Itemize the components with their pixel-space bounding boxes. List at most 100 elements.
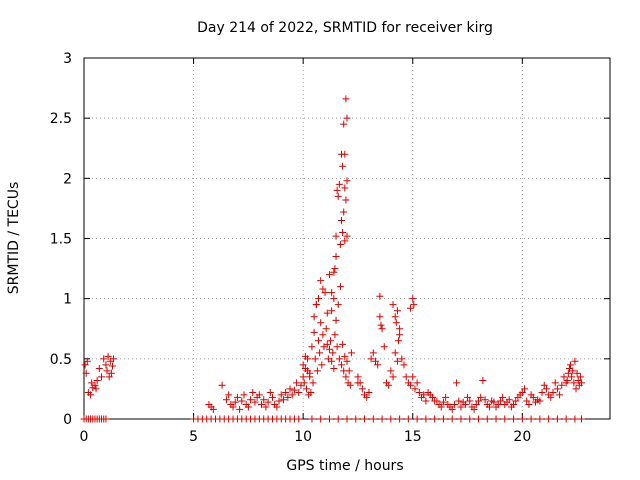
data-point [335,180,343,188]
data-point [317,415,325,423]
data-point [387,415,395,423]
data-point [341,352,349,360]
data-point [311,355,319,363]
data-point [307,389,315,397]
data-point [218,381,226,389]
data-point [512,397,520,405]
data-point [391,313,399,321]
data-point [343,232,351,240]
data-point [329,349,337,357]
data-point [338,361,346,369]
grid [84,58,610,419]
y-tick-label: 2 [63,171,72,187]
data-point [338,216,346,224]
data-point [518,389,526,397]
data-point [385,381,393,389]
data-point [328,307,336,315]
data-point [483,415,491,423]
data-point [102,415,110,423]
data-point [413,415,421,423]
data-point [104,352,112,360]
data-point [299,361,307,369]
data-point [334,301,342,309]
data-point [396,415,404,423]
data-point [499,393,507,401]
y-tick-label: 1 [63,292,72,308]
data-point [576,373,584,381]
data-point [107,369,115,377]
data-point [410,301,418,309]
data-point [310,313,318,321]
data-point [536,397,544,405]
data-point [300,379,308,387]
data-point [286,385,294,393]
data-point [262,403,270,411]
data-point [293,379,301,387]
data-point [428,393,436,401]
data-series-srmtid [80,95,586,423]
data-point [547,393,555,401]
data-point [391,349,399,357]
data-point [332,316,340,324]
data-point [325,415,333,423]
data-point [343,415,351,423]
data-point [273,403,281,411]
data-point [542,385,550,393]
data-point [275,397,283,405]
data-point [529,393,537,401]
data-point [81,361,89,369]
data-point [437,403,445,411]
data-point [553,415,561,423]
data-point [282,389,290,397]
data-point [389,301,397,309]
data-point [501,415,509,423]
data-point [402,373,410,381]
data-point [331,331,339,339]
data-point [578,379,586,387]
data-point [240,391,248,399]
data-point [505,396,513,404]
data-point [255,391,263,399]
data-point [551,379,559,387]
data-point [339,162,347,170]
data-point [439,398,447,406]
data-point [327,337,335,345]
data-point [439,415,447,423]
data-point [225,391,233,399]
data-point [422,415,430,423]
data-point [521,385,529,393]
data-point [367,355,375,363]
data-point [244,403,252,411]
data-point [470,405,478,413]
y-tick-label: 3 [63,51,72,67]
data-point [279,396,287,404]
data-point [334,192,342,200]
data-point [87,391,95,399]
data-point [236,405,244,413]
chart-title: Day 214 of 2022, SRMTID for receiver kir… [197,20,493,36]
data-point [325,271,333,279]
data-point [310,328,318,336]
data-point [340,208,348,216]
data-point [347,349,355,357]
data-point [377,321,385,329]
data-point [319,331,327,339]
data-point [249,389,257,397]
data-point [570,379,578,387]
data-point [527,415,535,423]
data-point [354,373,362,381]
data-point [317,277,325,285]
data-point [318,361,326,369]
data-point [339,340,347,348]
data-point [558,381,566,389]
data-point [564,369,572,377]
data-point [356,379,364,387]
data-point [341,237,349,245]
data-point [455,397,463,405]
x-axis-label: GPS time / hours [286,458,403,474]
data-point [510,401,518,409]
data-point [369,415,377,423]
data-point [288,391,296,399]
data-point [332,232,340,240]
